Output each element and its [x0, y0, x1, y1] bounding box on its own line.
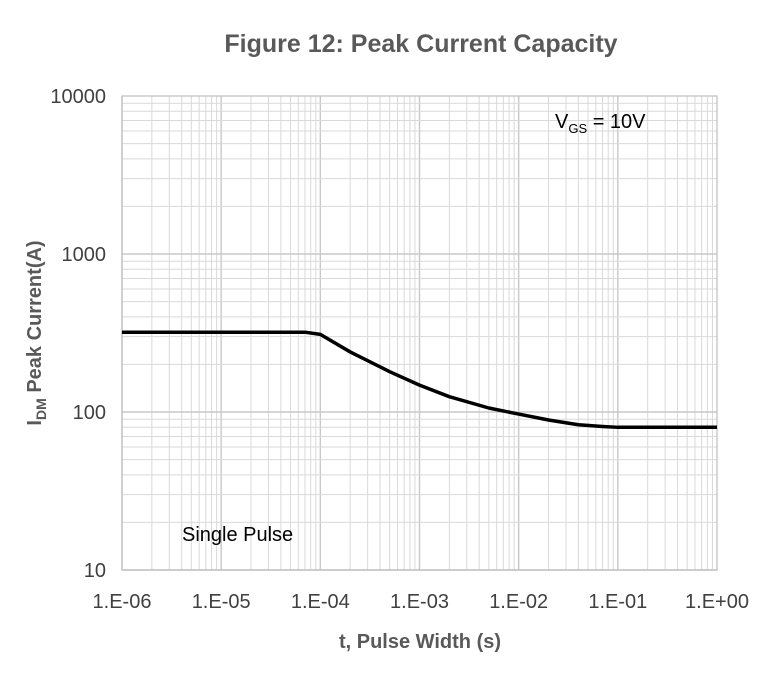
- y-axis-label-main: I: [24, 420, 46, 426]
- x-tick-label: 1.E-06: [93, 591, 152, 613]
- vgs-main: V: [555, 111, 569, 133]
- y-tick-label: 1000: [62, 244, 107, 266]
- ticks: 1.E-06 1.E-05 1.E-04 1.E-03 1.E-02 1.E-01 1.E+…: [50, 86, 749, 613]
- vgs-rest: = 10V: [587, 111, 646, 133]
- chart-title: Figure 12: Peak Current Capacity: [224, 30, 617, 58]
- y-axis-label: IDM Peak Current(A): [24, 240, 49, 425]
- x-tick-label: 1.E-02: [489, 591, 548, 613]
- x-tick-label: 1.E-03: [390, 591, 449, 613]
- y-tick-label: 10000: [50, 86, 106, 108]
- x-tick-label: 1.E-01: [588, 591, 647, 613]
- y-axis-label-sub: DM: [33, 398, 49, 420]
- x-tick-label: 1.E-04: [291, 591, 350, 613]
- y-axis-label-rest: Peak Current(A): [24, 240, 46, 398]
- vgs-annotation: VGS = 10V: [555, 111, 646, 136]
- y-tick-label: 10: [84, 560, 106, 582]
- y-tick-label: 100: [73, 402, 106, 424]
- plot-area: [122, 330, 717, 430]
- x-tick-label: 1.E-05: [192, 591, 251, 613]
- x-axis-label: t, Pulse Width (s): [339, 631, 501, 653]
- x-tick-label: 1.E+00: [685, 591, 749, 613]
- vgs-sub: GS: [568, 121, 587, 136]
- series-line-0: [122, 330, 717, 430]
- single-pulse-annotation: Single Pulse: [182, 524, 293, 546]
